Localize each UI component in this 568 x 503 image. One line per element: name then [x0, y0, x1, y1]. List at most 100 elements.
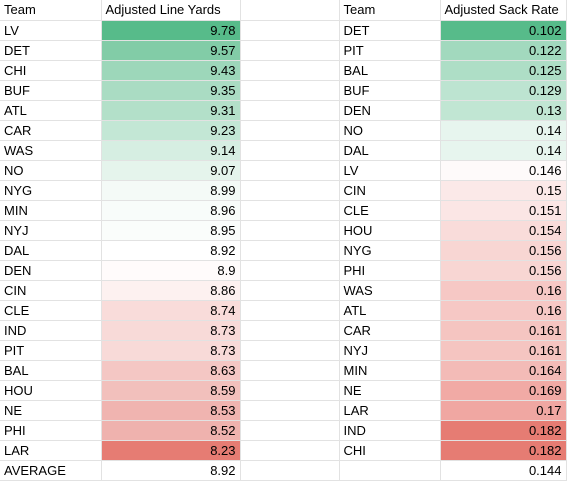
line-yards-value-cell[interactable]: 8.63 [101, 360, 241, 381]
line-yards-team-cell[interactable]: PHI [0, 420, 102, 441]
line-yards-value-cell[interactable]: 9.43 [101, 60, 241, 81]
empty-cell[interactable] [240, 320, 340, 341]
sack-rate-value-cell[interactable]: 0.129 [440, 80, 567, 101]
line-yards-value-cell[interactable]: 9.07 [101, 160, 241, 181]
line-yards-team-cell[interactable]: LAR [0, 440, 102, 461]
sack-rate-team-cell[interactable]: DAL [339, 140, 441, 161]
empty-cell[interactable] [240, 100, 340, 121]
sack-rate-value-cell[interactable]: 0.16 [440, 280, 567, 301]
line-yards-team-cell[interactable]: DAL [0, 240, 102, 261]
line-yards-value-cell[interactable]: 9.78 [101, 20, 241, 41]
empty-cell[interactable] [240, 460, 340, 481]
line-yards-team-cell[interactable]: NYG [0, 180, 102, 201]
line-yards-team-cell[interactable]: DET [0, 40, 102, 61]
line-yards-team-cell[interactable]: NO [0, 160, 102, 181]
empty-cell[interactable] [240, 440, 340, 461]
line-yards-value-cell[interactable]: 8.74 [101, 300, 241, 321]
sack-rate-value-cell[interactable]: 0.14 [440, 140, 567, 161]
empty-cell[interactable] [240, 420, 340, 441]
line-yards-value-cell[interactable]: 9.31 [101, 100, 241, 121]
line-yards-team-cell[interactable]: CAR [0, 120, 102, 141]
line-yards-value-cell[interactable]: 8.96 [101, 200, 241, 221]
sack-rate-team-cell[interactable]: MIN [339, 360, 441, 381]
empty-cell[interactable] [240, 120, 340, 141]
line-yards-value-cell[interactable]: 8.52 [101, 420, 241, 441]
sack-rate-value-cell[interactable]: 0.14 [440, 120, 567, 141]
sack-rate-value-cell[interactable]: 0.182 [440, 440, 567, 461]
line-yards-value-cell[interactable]: 9.14 [101, 140, 241, 161]
line-yards-team-cell[interactable]: PIT [0, 340, 102, 361]
sack-rate-value-cell[interactable]: 0.122 [440, 40, 567, 61]
sack-rate-team-cell[interactable]: IND [339, 420, 441, 441]
header-team-right[interactable]: Team [339, 0, 441, 21]
header-team-left[interactable]: Team [0, 0, 102, 21]
sack-rate-value-cell[interactable]: 0.13 [440, 100, 567, 121]
sack-rate-value-cell[interactable]: 0.161 [440, 320, 567, 341]
sack-rate-team-cell[interactable]: HOU [339, 220, 441, 241]
sack-rate-team-cell[interactable]: CAR [339, 320, 441, 341]
line-yards-team-cell[interactable]: ATL [0, 100, 102, 121]
average-sack-rate-cell[interactable]: 0.144 [440, 460, 567, 481]
line-yards-value-cell[interactable]: 9.35 [101, 80, 241, 101]
sack-rate-value-cell[interactable]: 0.15 [440, 180, 567, 201]
line-yards-team-cell[interactable]: CLE [0, 300, 102, 321]
line-yards-value-cell[interactable]: 8.73 [101, 320, 241, 341]
sack-rate-team-cell[interactable]: NYG [339, 240, 441, 261]
empty-cell[interactable] [240, 400, 340, 421]
empty-cell[interactable] [240, 300, 340, 321]
line-yards-team-cell[interactable]: WAS [0, 140, 102, 161]
sack-rate-value-cell[interactable]: 0.146 [440, 160, 567, 181]
sack-rate-value-cell[interactable]: 0.161 [440, 340, 567, 361]
line-yards-team-cell[interactable]: MIN [0, 200, 102, 221]
sack-rate-team-cell[interactable]: CIN [339, 180, 441, 201]
empty-cell[interactable] [240, 340, 340, 361]
sack-rate-value-cell[interactable]: 0.156 [440, 260, 567, 281]
empty-cell[interactable] [339, 460, 441, 481]
empty-cell[interactable] [240, 140, 340, 161]
sack-rate-value-cell[interactable]: 0.125 [440, 60, 567, 81]
sack-rate-value-cell[interactable]: 0.16 [440, 300, 567, 321]
sack-rate-team-cell[interactable]: DEN [339, 100, 441, 121]
line-yards-value-cell[interactable]: 8.92 [101, 240, 241, 261]
line-yards-value-cell[interactable]: 8.99 [101, 180, 241, 201]
sack-rate-team-cell[interactable]: LAR [339, 400, 441, 421]
sack-rate-team-cell[interactable]: CLE [339, 200, 441, 221]
sack-rate-value-cell[interactable]: 0.182 [440, 420, 567, 441]
line-yards-value-cell[interactable]: 8.59 [101, 380, 241, 401]
sack-rate-team-cell[interactable]: CHI [339, 440, 441, 461]
average-label-cell[interactable]: AVERAGE [0, 460, 102, 481]
line-yards-team-cell[interactable]: NE [0, 400, 102, 421]
sack-rate-team-cell[interactable]: LV [339, 160, 441, 181]
sack-rate-team-cell[interactable]: PHI [339, 260, 441, 281]
line-yards-team-cell[interactable]: CHI [0, 60, 102, 81]
sack-rate-team-cell[interactable]: ATL [339, 300, 441, 321]
line-yards-team-cell[interactable]: BAL [0, 360, 102, 381]
sack-rate-team-cell[interactable]: NYJ [339, 340, 441, 361]
line-yards-team-cell[interactable]: DEN [0, 260, 102, 281]
header-adjusted-sack-rate[interactable]: Adjusted Sack Rate [440, 0, 567, 21]
header-adjusted-line-yards[interactable]: Adjusted Line Yards [101, 0, 241, 21]
line-yards-value-cell[interactable]: 8.53 [101, 400, 241, 421]
line-yards-team-cell[interactable]: LV [0, 20, 102, 41]
empty-cell[interactable] [240, 360, 340, 381]
line-yards-team-cell[interactable]: HOU [0, 380, 102, 401]
empty-cell[interactable] [240, 0, 340, 21]
empty-cell[interactable] [240, 160, 340, 181]
empty-cell[interactable] [240, 200, 340, 221]
sack-rate-team-cell[interactable]: BUF [339, 80, 441, 101]
empty-cell[interactable] [240, 260, 340, 281]
line-yards-value-cell[interactable]: 9.23 [101, 120, 241, 141]
sack-rate-value-cell[interactable]: 0.151 [440, 200, 567, 221]
empty-cell[interactable] [240, 240, 340, 261]
empty-cell[interactable] [240, 280, 340, 301]
sack-rate-value-cell[interactable]: 0.102 [440, 20, 567, 41]
empty-cell[interactable] [240, 380, 340, 401]
line-yards-team-cell[interactable]: IND [0, 320, 102, 341]
sack-rate-team-cell[interactable]: BAL [339, 60, 441, 81]
empty-cell[interactable] [240, 40, 340, 61]
line-yards-team-cell[interactable]: BUF [0, 80, 102, 101]
average-line-yards-cell[interactable]: 8.92 [101, 460, 241, 481]
sack-rate-value-cell[interactable]: 0.164 [440, 360, 567, 381]
sack-rate-team-cell[interactable]: DET [339, 20, 441, 41]
empty-cell[interactable] [240, 20, 340, 41]
